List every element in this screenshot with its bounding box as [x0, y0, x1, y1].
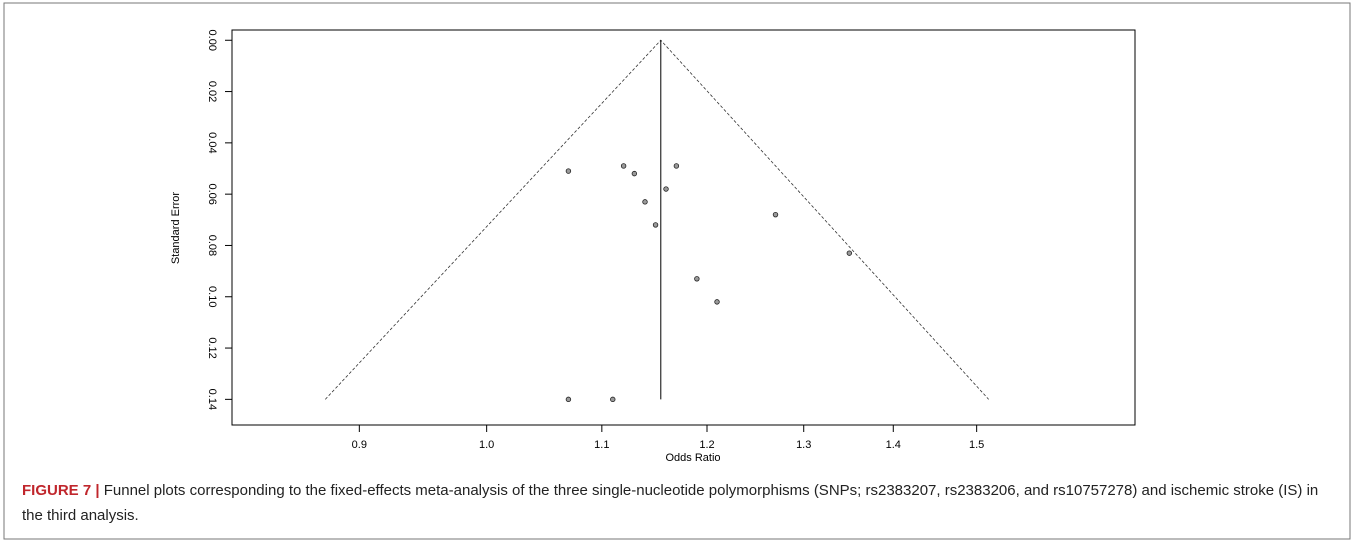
point [631, 170, 638, 177]
x-tick-label: 1.3 [796, 439, 811, 451]
point [610, 396, 616, 403]
caption-label: FIGURE 7 | [22, 482, 100, 499]
point [663, 186, 669, 192]
point [714, 299, 720, 305]
y-tick-label: 0.12 [206, 337, 218, 358]
plot-frame [231, 29, 1136, 426]
x-tick-label: 0.9 [352, 439, 367, 451]
x-tick-label: 1.2 [699, 439, 714, 451]
point [846, 250, 853, 256]
x-axis-title: Odds Ratio [665, 452, 720, 464]
y-tick-label: 0.10 [206, 286, 218, 307]
point [694, 276, 700, 282]
x-tick-label: 1.4 [886, 439, 901, 451]
point [565, 168, 572, 174]
y-tick-label: 0.00 [206, 30, 218, 51]
x-tick-label: 1.0 [479, 439, 494, 451]
y-tick-label: 0.04 [206, 132, 218, 153]
point [652, 222, 659, 228]
y-tick-label: 0.08 [206, 235, 218, 256]
point [772, 211, 779, 218]
x-tick-label: 1.5 [969, 439, 984, 451]
funnel-line [324, 39, 989, 400]
point [620, 163, 627, 169]
point [673, 163, 680, 169]
y-axis-title: Standard Error [170, 192, 182, 264]
figure-border [3, 2, 1351, 540]
point [565, 396, 572, 403]
x-tick-label: 1.1 [594, 439, 609, 451]
caption-text: Funnel plots corresponding to the fixed-… [22, 482, 1319, 524]
y-tick-label: 0.14 [206, 389, 218, 410]
y-tick-label: 0.02 [206, 81, 218, 102]
caption: FIGURE 7 | Funnel plots corresponding to… [22, 478, 1332, 528]
y-tick-label: 0.06 [206, 183, 218, 204]
point [642, 199, 648, 205]
